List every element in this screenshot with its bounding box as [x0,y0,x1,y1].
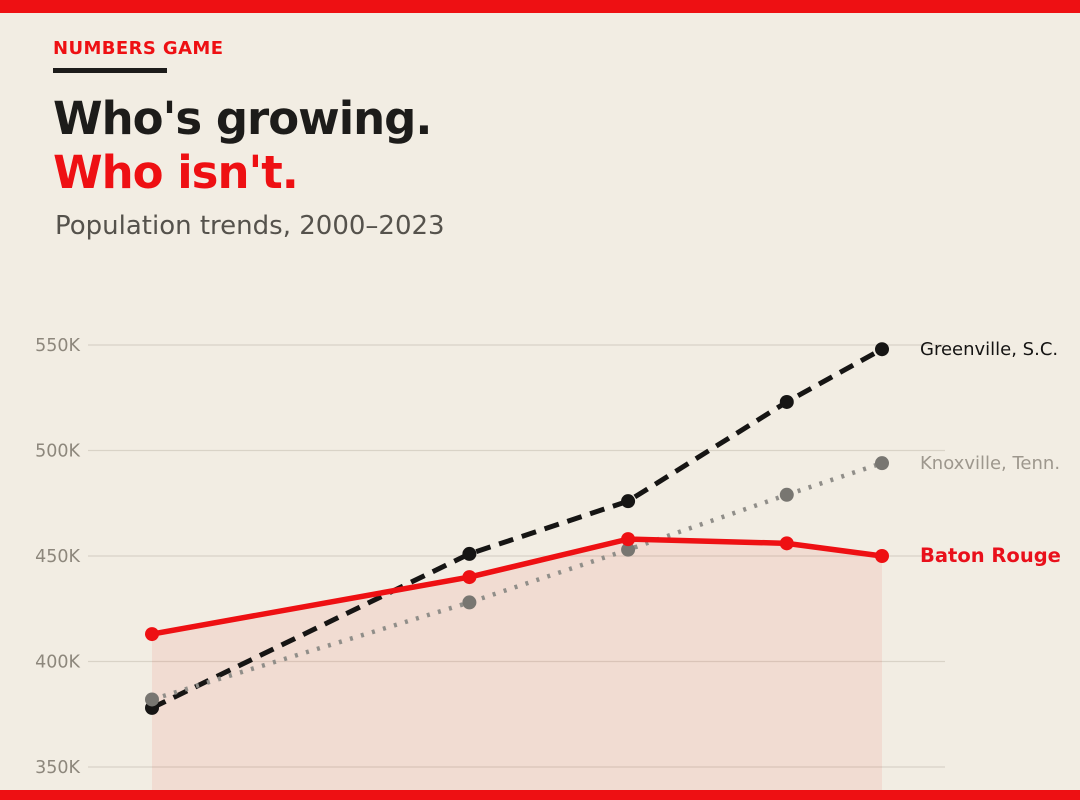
series-end-labels-layer: Greenville, S.C. Knoxville, Tenn. Baton … [920,339,1061,567]
series-marker-2 [145,627,159,642]
headline: Who's growing. Who isn't. [53,92,1033,200]
series-end-label-knoxville: Knoxville, Tenn. [920,453,1060,474]
series-marker-2 [621,532,636,547]
series-marker-0 [875,342,889,357]
series-end-label-baton-rouge: Baton Rouge [920,544,1061,567]
y-axis-tick-labels-layer: 550K 500K 450K 400K 350K [35,336,80,778]
y-tick-label: 450K [35,547,80,567]
series-marker-1 [875,456,889,471]
series-marker-1 [145,692,159,707]
series-marker-0 [779,394,794,409]
series-marker-2 [779,536,794,551]
y-tick-label: 400K [35,653,80,673]
y-tick-label: 550K [35,336,80,356]
header: NUMBERS GAME Who's growing. Who isn't. P… [53,13,1033,241]
population-line-chart: 550K 500K 450K 400K 350K Greenville, S.C. Kn… [35,336,1061,790]
headline-line-1: Who's growing. [53,92,432,145]
bottom-accent-bar [0,790,1080,800]
y-tick-label: 350K [35,758,80,778]
y-tick-label: 500K [35,442,80,462]
series-marker-0 [462,546,477,561]
series-line-1 [151,461,883,702]
series-marker-1 [462,595,477,610]
series-end-label-greenville: Greenville, S.C. [920,339,1058,360]
top-accent-bar [0,0,1080,13]
chart-subtitle: Population trends, 2000–2023 [55,211,445,241]
series-markers-layer [145,342,889,715]
series-marker-0 [621,494,636,509]
kicker: NUMBERS GAME [53,38,224,59]
baton-rouge-area-fill [152,539,882,790]
headline-line-2: Who isn't. [53,146,299,199]
series-marker-2 [875,549,889,563]
kicker-underline [53,68,167,73]
area-fill-layer [152,539,882,790]
series-marker-1 [779,487,794,502]
series-marker-2 [462,570,477,585]
grid-layer [88,344,945,768]
series-marker-1 [621,542,636,557]
